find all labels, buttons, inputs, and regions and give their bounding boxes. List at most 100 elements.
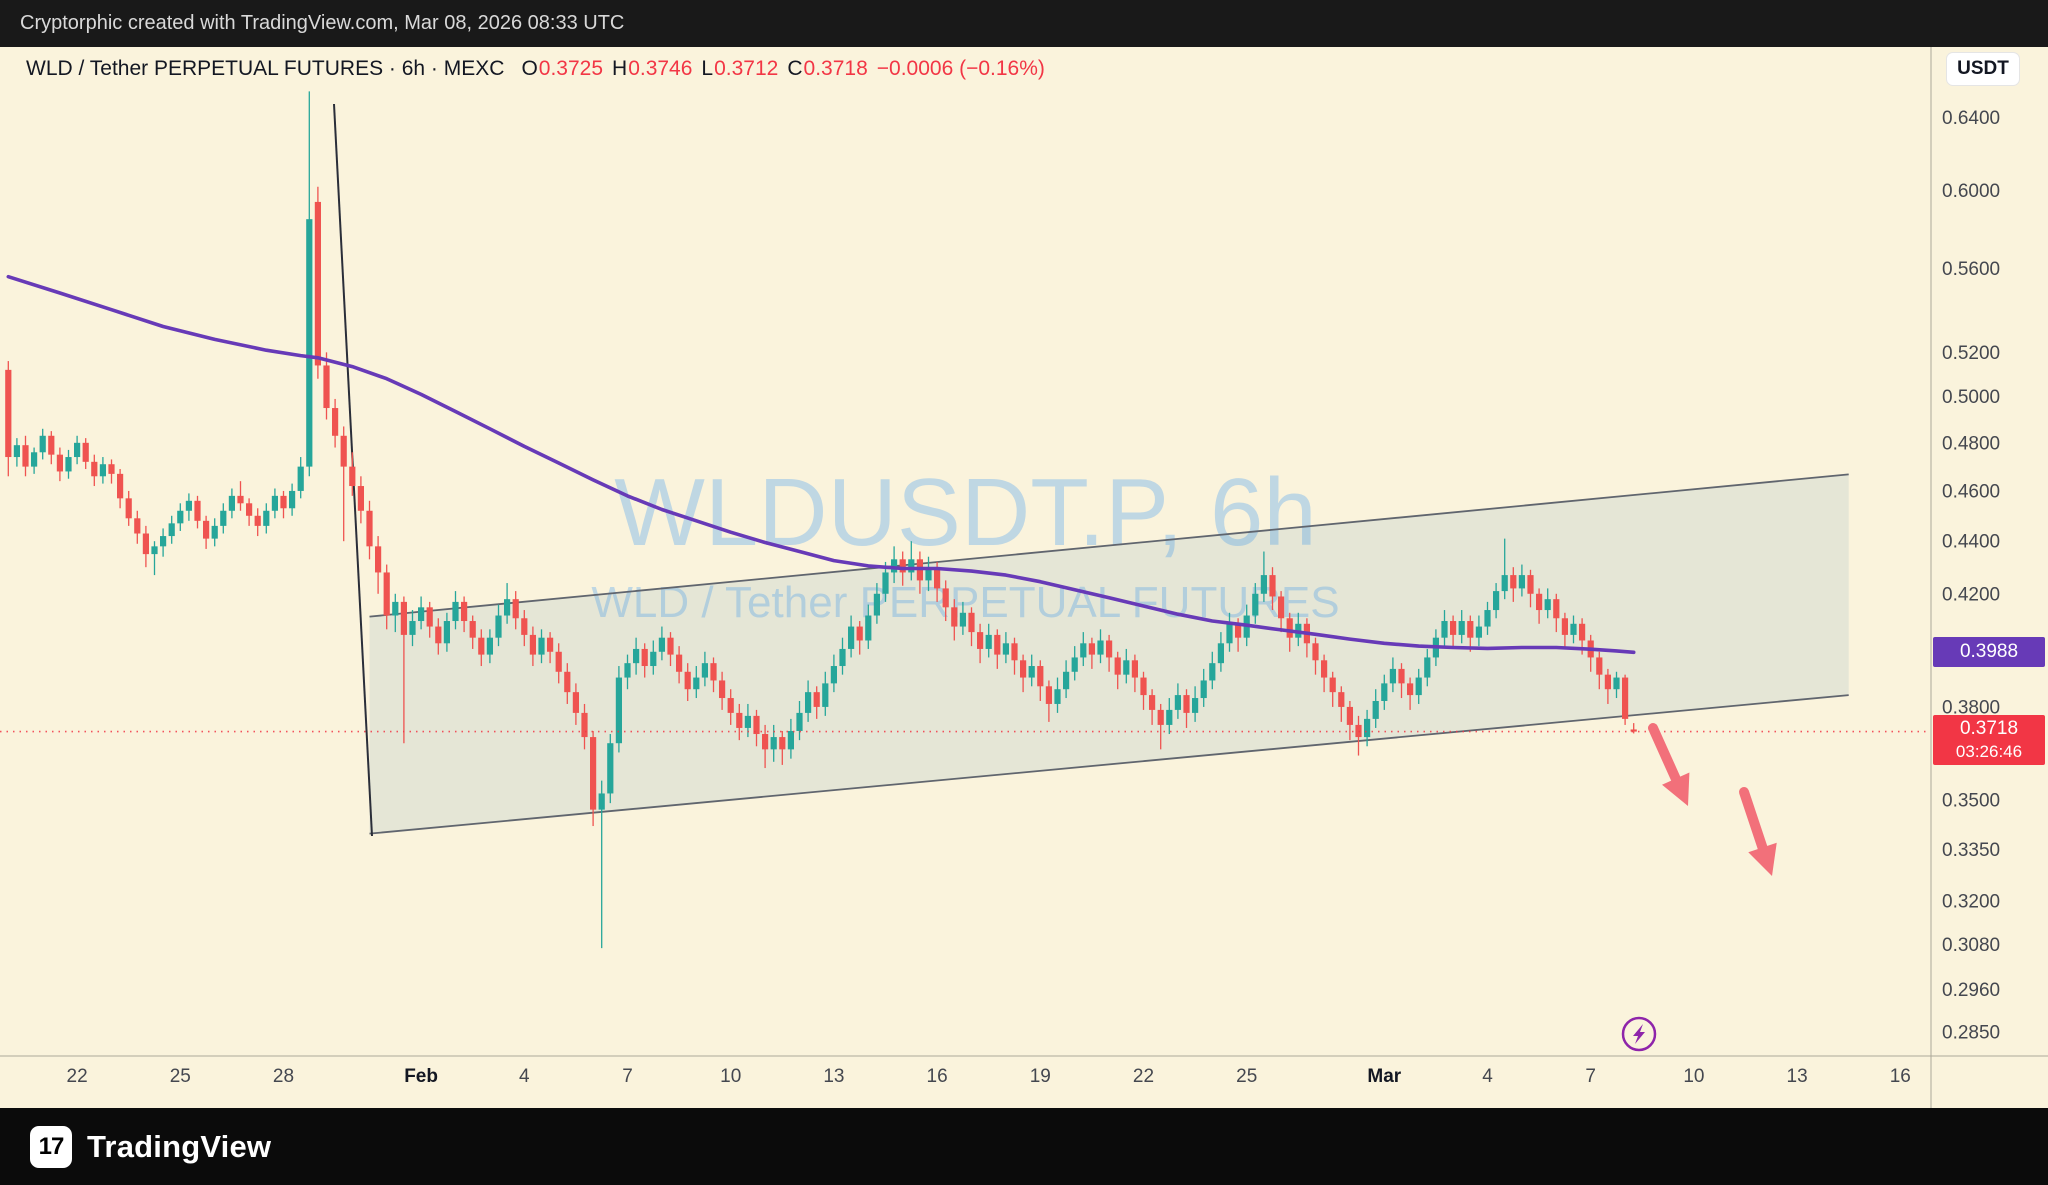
candle-body xyxy=(658,637,665,652)
candle-body xyxy=(1493,591,1500,611)
candle-body xyxy=(959,612,966,627)
candle-body xyxy=(805,692,812,713)
ma-price-badge: 0.3988 xyxy=(1933,637,2045,668)
candle-body xyxy=(744,715,751,728)
candle-body xyxy=(590,737,597,810)
candle-body xyxy=(91,461,98,477)
candle-body xyxy=(848,626,855,649)
candle-body xyxy=(547,637,554,652)
change-value: −0.0006 (−0.16%) xyxy=(876,57,1045,80)
candle-body xyxy=(1217,643,1224,664)
candle-body xyxy=(968,612,975,633)
time-tick-label: 25 xyxy=(1236,1066,1257,1087)
bearish-arrow-head[interactable] xyxy=(1662,772,1690,806)
candle-body xyxy=(1389,668,1396,684)
bearish-arrow-shaft[interactable] xyxy=(1648,723,1681,784)
time-tick-label: 19 xyxy=(1030,1066,1051,1087)
symbol-title[interactable]: WLD / Tether PERPETUAL FUTURES · 6h · ME… xyxy=(26,57,505,80)
candle-body xyxy=(667,637,674,655)
candle-body xyxy=(117,473,124,499)
time-tick-label: Feb xyxy=(404,1066,438,1087)
candle-body xyxy=(1604,674,1611,690)
candle-body xyxy=(1260,575,1267,594)
currency-toggle-button[interactable]: USDT xyxy=(1946,52,2020,86)
candle-body xyxy=(1570,623,1577,635)
candle-body xyxy=(211,525,218,539)
price-tick-label: 0.2850 xyxy=(1942,1023,2000,1044)
candle-body xyxy=(185,500,192,511)
candle-body xyxy=(521,618,528,635)
candle-body xyxy=(1346,706,1353,725)
candle-body xyxy=(951,607,958,627)
lightning-icon[interactable] xyxy=(1621,1016,1657,1052)
candle-body xyxy=(48,435,55,455)
candle-body xyxy=(736,712,743,728)
bearish-arrow-shaft[interactable] xyxy=(1739,787,1768,853)
candle-body xyxy=(977,632,984,649)
price-scale[interactable] xyxy=(1931,47,2048,1108)
time-tick-label: 22 xyxy=(1133,1066,1154,1087)
candle-body xyxy=(684,671,691,690)
last-price-value: 0.3718 xyxy=(1959,718,2019,740)
price-tick-label: 0.4200 xyxy=(1942,584,2000,605)
candle-body xyxy=(710,663,717,681)
candle-body xyxy=(13,445,20,458)
candle-body xyxy=(1252,593,1259,616)
candle-body xyxy=(366,510,373,547)
candle-body xyxy=(1226,623,1233,644)
candle-body xyxy=(693,677,700,690)
candle-body xyxy=(727,698,734,713)
candle-body xyxy=(1071,657,1078,672)
candle-body xyxy=(1278,596,1285,619)
time-tick-label: 10 xyxy=(1683,1066,1704,1087)
bearish-arrow-head[interactable] xyxy=(1748,842,1777,876)
price-tick-label: 0.2960 xyxy=(1942,980,2000,1001)
candle-body xyxy=(1097,640,1104,655)
ohlc-high: H 0.3746 xyxy=(612,57,693,80)
price-tick-label: 0.5200 xyxy=(1942,343,2000,364)
candle-body xyxy=(1235,623,1242,638)
time-tick-label: 25 xyxy=(170,1066,191,1087)
bar-countdown: 03:26:46 xyxy=(1955,741,2023,761)
candle-body xyxy=(39,435,46,453)
candle-body xyxy=(650,651,657,667)
candle-body xyxy=(796,712,803,731)
time-tick-label: 7 xyxy=(622,1066,633,1087)
candle-body xyxy=(1613,677,1620,690)
candle-body xyxy=(1183,695,1190,713)
candle-body xyxy=(357,486,364,511)
candle-body xyxy=(1553,599,1560,619)
candle-body xyxy=(168,523,175,537)
channel-top-line[interactable] xyxy=(369,473,1849,618)
time-scale[interactable] xyxy=(0,1056,1931,1108)
candle-body xyxy=(82,442,89,462)
candle-body xyxy=(787,730,794,750)
candle-body xyxy=(228,495,235,511)
price-tick-label: 0.3800 xyxy=(1942,697,2000,718)
candle-body xyxy=(762,734,769,750)
candle-body xyxy=(779,737,786,750)
candle-body xyxy=(5,369,12,458)
attribution-bar: Cryptorphic created with TradingView.com… xyxy=(0,0,2048,47)
candle-body xyxy=(572,692,579,713)
candle-body xyxy=(332,408,339,436)
price-tick-label: 0.5600 xyxy=(1942,259,2000,280)
candle-body xyxy=(151,546,158,555)
candle-body xyxy=(1329,677,1336,693)
candle-body xyxy=(263,510,270,526)
ma-line[interactable] xyxy=(6,274,1636,655)
candle-body xyxy=(1579,623,1586,641)
time-tick-label: 16 xyxy=(927,1066,948,1087)
candle-body xyxy=(1106,640,1113,658)
candle-body xyxy=(246,503,253,516)
candle-body xyxy=(400,601,407,635)
candle-body xyxy=(1407,683,1414,696)
tradingview-logo-icon[interactable]: 17 xyxy=(30,1125,72,1168)
candle-body xyxy=(564,671,571,693)
candle-body xyxy=(1441,621,1448,638)
channel-bottom-line[interactable] xyxy=(369,694,1849,835)
price-tick-label: 0.3350 xyxy=(1942,840,2000,861)
tradingview-wordmark[interactable]: TradingView xyxy=(87,1128,272,1164)
